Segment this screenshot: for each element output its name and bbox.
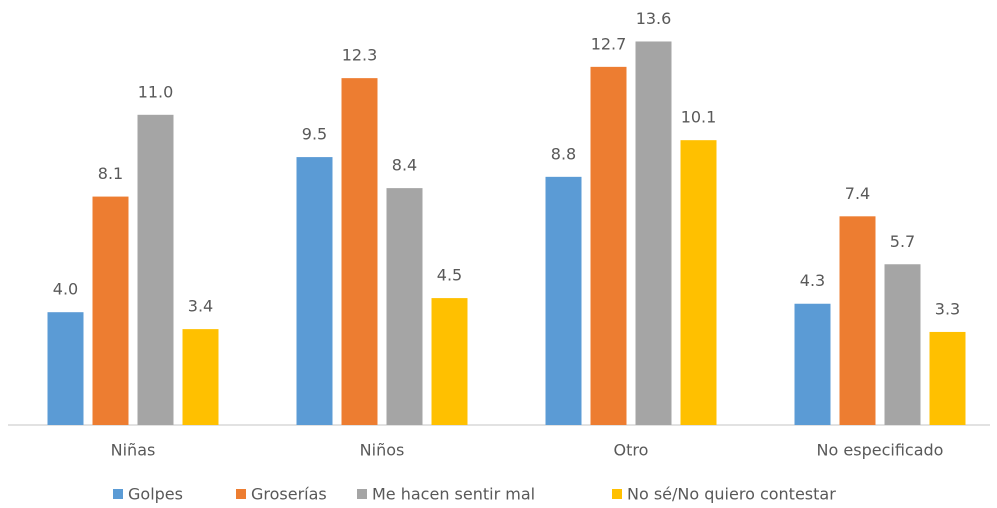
bar (296, 157, 333, 425)
data-label: 7.4 (845, 184, 870, 203)
data-label: 3.3 (935, 299, 960, 318)
x-tick-label: Otro (614, 441, 649, 460)
legend-label: Groserías (251, 485, 327, 504)
legend-swatch (612, 489, 622, 499)
data-label: 4.0 (53, 280, 78, 299)
bar (137, 114, 174, 426)
bar (590, 66, 627, 426)
data-label: 8.1 (98, 164, 123, 183)
bar (794, 303, 831, 425)
bar (182, 329, 219, 425)
data-label: 9.5 (302, 125, 327, 144)
legend-swatch (357, 489, 367, 499)
bar (431, 298, 468, 425)
legend-swatch (236, 489, 246, 499)
bar (341, 78, 378, 425)
data-label: 5.7 (890, 232, 915, 251)
legend-swatch (113, 489, 123, 499)
bar (635, 41, 672, 425)
data-label: 10.1 (681, 108, 717, 127)
data-label: 4.3 (800, 271, 825, 290)
bar (47, 312, 84, 425)
data-label: 13.6 (636, 9, 672, 28)
x-tick-label: Niños (360, 441, 405, 460)
bar (839, 216, 876, 425)
data-label: 11.0 (138, 82, 174, 101)
legend-label: No sé/No quiero contestar (627, 485, 836, 504)
data-label: 8.4 (392, 156, 417, 175)
bar (545, 176, 582, 425)
bar (680, 140, 717, 425)
x-tick-label: Niñas (111, 441, 156, 460)
legend-label: Golpes (128, 485, 183, 504)
data-label: 4.5 (437, 266, 462, 285)
bar (92, 196, 129, 425)
data-label: 12.7 (591, 34, 627, 53)
x-tick-label: No especificado (817, 441, 944, 460)
bar (884, 264, 921, 425)
bar (386, 188, 423, 425)
data-label: 8.8 (551, 144, 576, 163)
bar (929, 331, 966, 425)
data-label: 3.4 (188, 297, 213, 316)
data-label: 12.3 (342, 46, 378, 65)
legend-label: Me hacen sentir mal (372, 485, 535, 504)
